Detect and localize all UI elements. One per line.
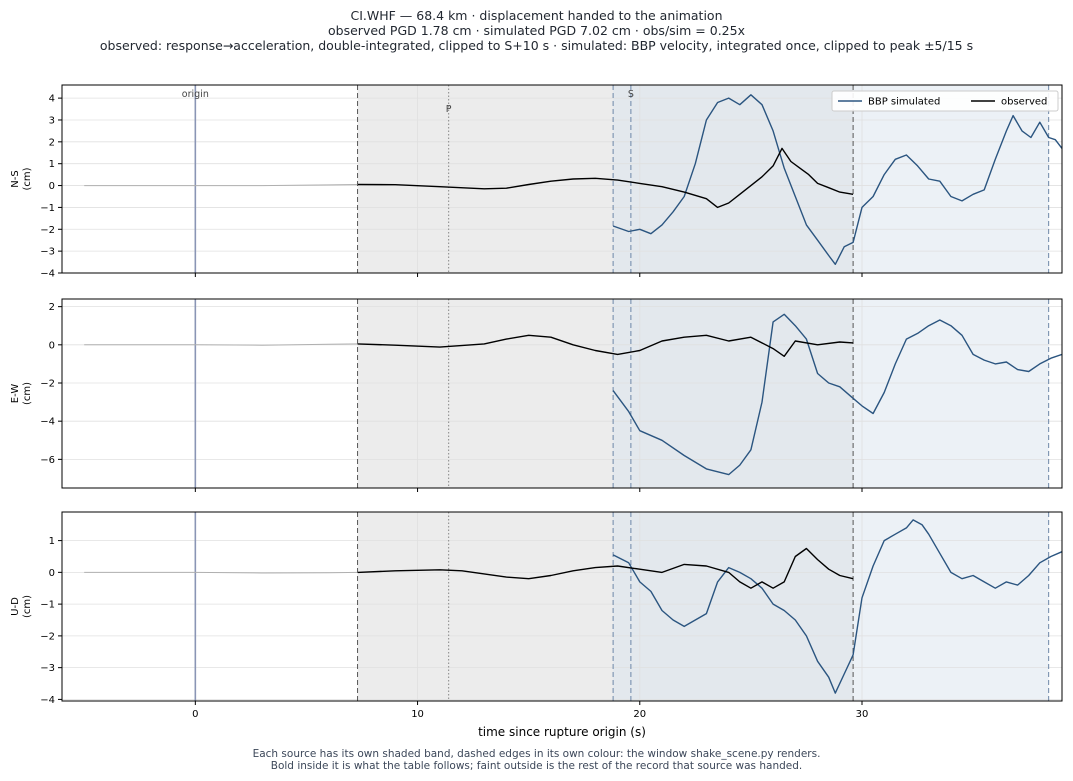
panel-0-plot-area <box>62 85 1062 273</box>
observed-faint-series-line <box>84 343 358 346</box>
footer-note-line2: Bold inside it is what the table follows… <box>270 760 803 772</box>
y-axis-label: U-D <box>10 597 21 616</box>
x-tick-label: 30 <box>856 709 869 720</box>
y-axis-label: (cm) <box>22 167 33 190</box>
y-tick-label: −4 <box>40 269 55 280</box>
legend-box <box>831 90 1059 112</box>
y-tick-label: −1 <box>40 600 55 611</box>
panel-frame <box>61 298 1063 489</box>
simulated-series-line <box>612 519 1062 694</box>
y-axis-label: E-W <box>10 384 21 404</box>
s-arrival-label: S <box>628 89 634 100</box>
panel-1-plot-area <box>62 299 1062 488</box>
y-axis-label: (cm) <box>22 595 33 618</box>
y-tick-label: 0 <box>49 340 55 351</box>
y-tick-label: −2 <box>40 631 55 642</box>
simulated-window-band <box>613 512 1049 701</box>
panel-frame <box>61 84 1063 274</box>
legend-label-simulated: BBP simulated <box>868 97 940 108</box>
y-tick-label: 1 <box>49 159 55 170</box>
x-tick-label: 10 <box>411 709 424 720</box>
simulated-series-line <box>612 313 1062 476</box>
x-tick-label: 20 <box>633 709 646 720</box>
panel-2-plot-area <box>62 512 1062 701</box>
observed-series-line <box>357 547 854 589</box>
simulated-window-band <box>613 85 1049 273</box>
observed-series-line <box>357 334 854 357</box>
y-tick-label: 1 <box>49 536 55 547</box>
simulated-series-line <box>612 94 1062 265</box>
y-tick-label: −4 <box>40 417 55 428</box>
y-axis-label: (cm) <box>22 382 33 405</box>
y-tick-label: 0 <box>49 181 55 192</box>
y-tick-label: −1 <box>40 203 55 214</box>
y-tick-label: −2 <box>40 379 55 390</box>
y-axis-label: N-S <box>10 170 21 187</box>
observed-faint-series-line <box>84 184 358 187</box>
chart-title-line2: observed PGD 1.78 cm · simulated PGD 7.0… <box>328 23 745 38</box>
chart-title-line1: CI.WHF — 68.4 km · displacement handed t… <box>350 8 723 23</box>
observed-series-line <box>357 147 854 209</box>
footer-note-line1: Each source has its own shaded band, das… <box>252 748 821 760</box>
x-axis-label: time since rupture origin (s) <box>478 725 646 739</box>
y-tick-label: 4 <box>49 94 55 105</box>
origin-label: origin <box>182 89 209 100</box>
y-tick-label: −3 <box>40 247 55 258</box>
y-tick-label: 0 <box>49 568 55 579</box>
panel-frame <box>61 511 1063 702</box>
y-tick-label: −3 <box>40 663 55 674</box>
chart-title-line3: observed: response→acceleration, double-… <box>99 38 974 53</box>
observed-faint-series-line <box>84 571 358 574</box>
p-arrival-label: P <box>446 104 452 115</box>
y-tick-label: −4 <box>40 695 55 706</box>
y-tick-label: −2 <box>40 225 55 236</box>
y-tick-label: −6 <box>40 455 55 466</box>
legend-label-observed: observed <box>1001 97 1047 108</box>
x-tick-label: 0 <box>192 709 198 720</box>
y-tick-label: 2 <box>49 137 55 148</box>
legend: BBP simulated observed <box>831 90 1059 112</box>
y-tick-label: 3 <box>49 115 55 126</box>
y-tick-label: 2 <box>49 302 55 313</box>
